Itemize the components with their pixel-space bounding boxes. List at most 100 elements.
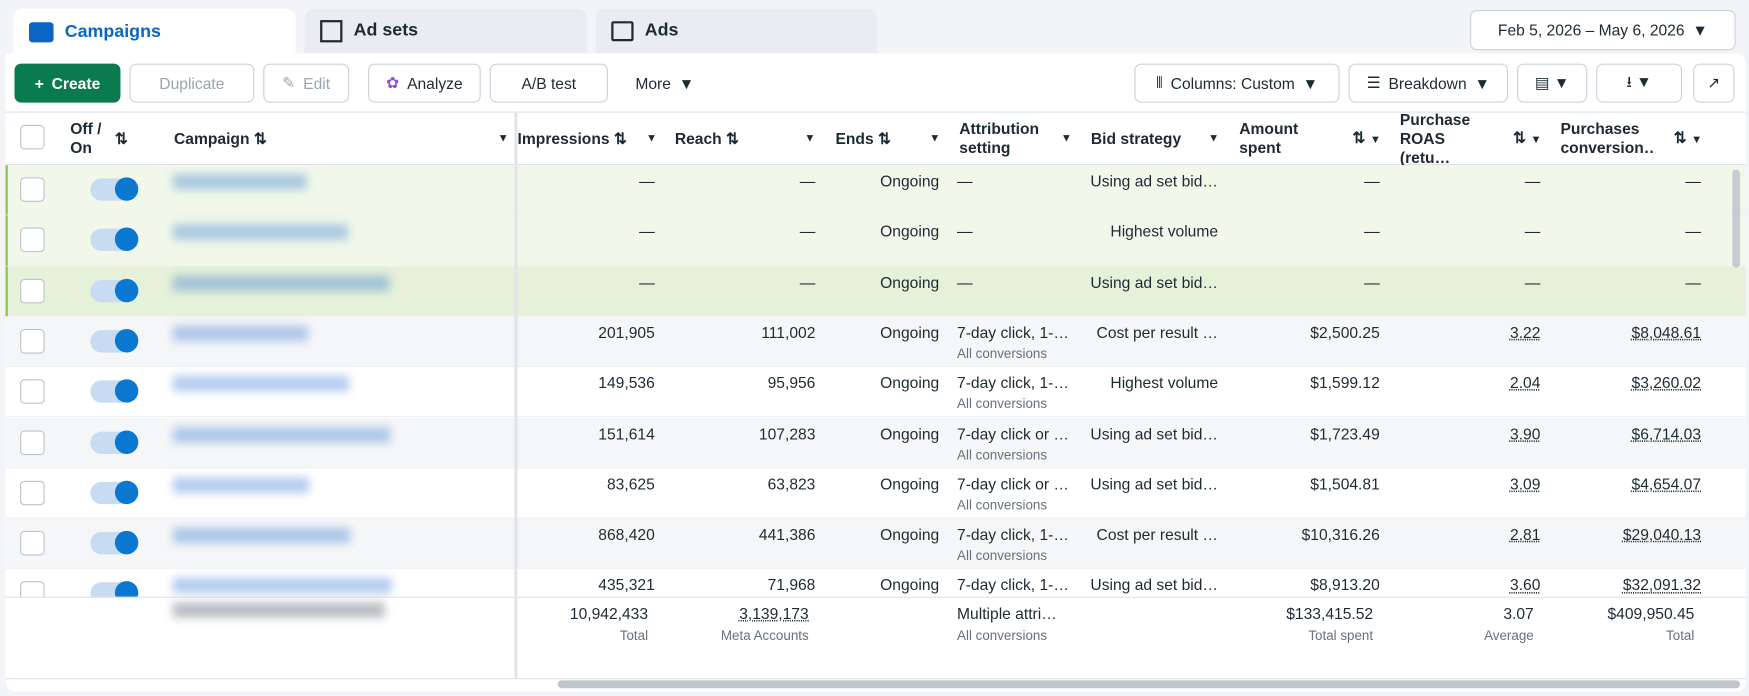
cell-attribution: 7-day click, 1-… [957,525,1069,544]
cell-impressions: 151,614 [598,424,655,443]
table-row[interactable] [5,417,1746,469]
table-row[interactable] [5,215,1746,267]
button-label: A/B test [521,74,577,93]
scrollbar[interactable] [1732,169,1741,268]
date-picker[interactable]: Feb 5, 2026 – May 6, 2026 ▼ [1470,10,1736,51]
cell-note: All conversions [957,497,1048,513]
cell-bid-strategy: Highest volume [1110,373,1219,392]
cell-reach: — [799,171,816,190]
cell-purchase-roas: — [1524,272,1541,291]
header[interactable]: Purchases conversion… ⇅ ▼ [1560,119,1703,157]
cell-amount-spent: $1,723.49 [1310,424,1380,443]
header[interactable]: Bid strategy ▼ [1090,128,1220,147]
redacted [172,325,308,342]
date-range: Feb 5, 2026 – May 6, 2026 [1497,21,1685,40]
chart-button[interactable]: ↗ [1693,63,1735,103]
header-label: Attribution setting [959,119,1040,157]
duplicate-button[interactable]: Duplicate [129,63,255,103]
toggle[interactable] [90,480,139,504]
button-label: Analyze [407,74,463,93]
tab-ad-sets[interactable]: Ad sets [304,8,587,54]
cell-reach: 95,956 [767,373,816,392]
toggle-knob [114,227,139,252]
row-checkbox[interactable] [20,328,45,354]
cell-bid-strategy: Highest volume [1110,222,1219,241]
row-checkbox[interactable] [20,278,45,303]
cell-ends: Ongoing [880,222,940,241]
toggle[interactable] [90,379,139,403]
toggle-knob [114,278,139,302]
cell-ends: Ongoing [880,171,940,190]
header[interactable]: Attribution setting ▼ [959,119,1072,157]
header[interactable]: Amount spent ⇅ ▼ [1239,119,1381,157]
cell-reach: 71,968 [767,575,816,594]
row-checkbox[interactable] [20,480,45,506]
cell-attribution: — [957,171,973,190]
cell-bid-strategy: Using ad set bid… [1090,474,1219,493]
header[interactable]: Off / On ⇅ [70,119,128,157]
table-row[interactable] [5,468,1746,519]
cell-impressions: 435,321 [598,575,655,594]
row-checkbox[interactable] [20,177,45,202]
table-row[interactable] [5,165,1746,216]
cell-bid-strategy: Using ad set bid… [1090,424,1219,443]
tab-label: Ads [644,21,679,41]
export-button[interactable]: ⭳ ▼ [1596,63,1683,103]
reports-button[interactable]: ▤ ▼ [1516,63,1588,103]
table-row[interactable] [5,518,1746,570]
cell-purchases-value: — [1685,222,1702,241]
edit-button[interactable]: ✎ Edit [263,63,350,103]
cell-purchase-roas: 2.81 [1510,525,1541,544]
cell-purchases-value: $6,714.03 [1631,424,1702,443]
row-checkbox[interactable] [20,379,45,404]
header-label: Purchases conversion… [1560,119,1656,157]
cell-purchases-value: — [1685,171,1702,190]
toggle-knob [114,480,139,504]
analyze-button[interactable]: ✿ Analyze [368,63,481,103]
button-label: Edit [303,74,331,93]
tab-label: Ad sets [353,21,419,41]
select-all[interactable] [20,124,45,150]
cell-bid-strategy: Cost per result … [1096,323,1219,342]
header[interactable]: Ends ⇅ ▼ [835,128,941,147]
table-row[interactable] [5,266,1746,317]
create-button[interactable]: + Create [14,63,121,103]
breakdown-button[interactable]: ☰ Breakdown ▼ [1348,63,1509,103]
tab-campaigns[interactable]: Campaigns [13,8,296,56]
cell-reach: 107,283 [758,424,816,443]
cell-purchases-value: $29,040.13 [1622,525,1702,544]
cell-purchase-roas: 3.22 [1510,323,1541,342]
cell-amount-spent: $1,599.12 [1310,373,1380,392]
total-note: Average [1484,627,1534,644]
total-note: All conversions [957,627,1048,644]
table-row[interactable] [5,316,1746,368]
row-checkbox[interactable] [20,429,45,455]
cell-amount-spent: $8,913.20 [1310,575,1380,594]
toggle[interactable] [90,328,139,353]
toggle[interactable] [90,531,139,555]
cell-purchase-roas: 2.04 [1510,373,1541,392]
row-checkbox[interactable] [20,227,45,253]
toggle[interactable] [90,177,139,201]
table-row[interactable] [5,367,1746,418]
more-button[interactable]: More ▼ [616,63,713,103]
cell-attribution: 7-day click, 1-… [957,575,1069,594]
tab-ads[interactable]: Ads [595,8,877,54]
header[interactable]: Purchase ROAS (retu… ⇅ ▼ [1399,109,1542,166]
toggle[interactable] [90,429,139,454]
ab-test-button[interactable]: A/B test [489,63,608,103]
redacted [172,578,392,594]
header[interactable]: Impressions ⇅ ▼ [517,128,657,147]
row-checkbox[interactable] [20,531,45,556]
header[interactable]: Reach ⇅ ▼ [674,128,816,147]
toggle[interactable] [90,227,139,252]
total-attribution: Multiple attri… [957,604,1057,623]
cell-bid-strategy: Cost per result … [1096,525,1219,544]
scrollbar[interactable] [557,680,1741,689]
toggle[interactable] [90,278,139,302]
cell-note: All conversions [957,345,1048,362]
header[interactable]: Campaign ⇅ ▼ [174,128,509,147]
columns-button[interactable]: ⦀ Columns: Custom ▼ [1134,63,1340,103]
cell-purchases-value: $8,048.61 [1631,323,1702,342]
